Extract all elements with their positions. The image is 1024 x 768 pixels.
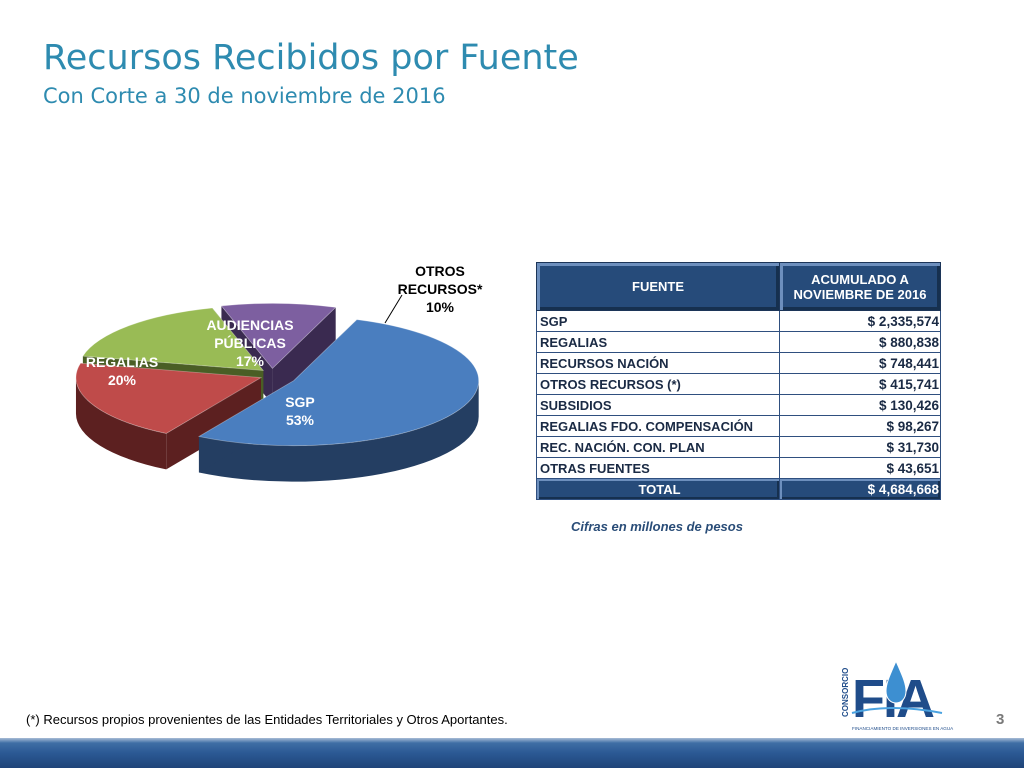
pie-slice-label: AUDIENCIAS PÚBLICAS 17% (206, 317, 293, 369)
row-amount: $ 43,651 (779, 457, 941, 479)
pie-slice-percent: 53% (286, 412, 315, 428)
pie-slice (82, 307, 265, 371)
table-row: OTRAS FUENTES $ 43,651 (536, 457, 941, 479)
row-amount: $ 748,441 (779, 352, 941, 374)
table-row: OTROS RECURSOS (*) $ 415,741 (536, 373, 941, 395)
table-row: REGALIAS $ 880,838 (536, 331, 941, 353)
pie-slice-wall (198, 380, 479, 482)
pie-slice (197, 319, 480, 447)
row-source: SGP (536, 310, 780, 332)
header-fuente: FUENTE (536, 262, 780, 311)
row-source: OTROS RECURSOS (*) (536, 373, 780, 395)
pie-slice-name: RECURSOS* (398, 281, 483, 297)
header-acumulado-line1: ACUMULADO A (811, 271, 909, 287)
table-row: SGP $ 2,335,574 (536, 310, 941, 332)
total-amount: $ 4,684,668 (779, 478, 941, 500)
row-amount: $ 98,267 (779, 415, 941, 437)
pie-slice-name: PÚBLICAS (214, 334, 286, 351)
row-source: REC. NACIÓN. CON. PLAN (536, 436, 780, 458)
pie-slice-group (75, 362, 263, 470)
pie-slice-side (272, 307, 336, 405)
footnote: (*) Recursos propios provenientes de las… (26, 712, 508, 727)
page-number: 3 (996, 711, 1005, 728)
sources-table: FUENTE ACUMULADO A NOVIEMBRE DE 2016 SGP… (536, 262, 941, 500)
bottom-bar (0, 738, 1024, 768)
table-body: SGP $ 2,335,574 REGALIAS $ 880,838 RECURSOS … (536, 310, 941, 500)
table-row: RECURSOS NACIÓN $ 748,441 (536, 352, 941, 374)
logo-wave-icon (851, 707, 943, 714)
logo-tagline: FINANCIAMIENTO DE INVERSIONES EN AGUA (852, 726, 954, 731)
header-acumulado-line2: NOVIEMBRE DE 2016 (793, 286, 927, 302)
pie-slice (75, 362, 263, 434)
table-header-row: FUENTE ACUMULADO A NOVIEMBRE DE 2016 (536, 262, 941, 311)
table-row: REC. NACIÓN. CON. PLAN $ 31,730 (536, 436, 941, 458)
table-row: REGALIAS FDO. COMPENSACIÓN $ 98,267 (536, 415, 941, 437)
row-source: REGALIAS FDO. COMPENSACIÓN (536, 415, 780, 437)
pie-slice-name: OTROS (415, 263, 465, 279)
pie-slice-name: AUDIENCIAS (206, 317, 293, 333)
table-note: Cifras en millones de pesos (571, 519, 743, 534)
row-amount: $ 880,838 (779, 331, 941, 353)
row-source: SUBSIDIOS (536, 394, 780, 416)
pie-slice-name: REGALIAS (86, 354, 158, 370)
logo-vertical-text: CONSORCIO (841, 668, 850, 717)
pie-chart: SGP 53% REGALIAS 20% AUDIENCIAS PÚBLICAS 17% OT… (75, 263, 483, 482)
pie-slice-group (197, 319, 480, 482)
pie-slice-label: OTROS RECURSOS* 10% (398, 263, 483, 315)
fia-logo: CONSORCIO FIA FINANCIAMIENTO DE INVERSIO… (841, 659, 954, 731)
slide-subtitle: Con Corte a 30 de noviembre de 2016 (43, 84, 446, 108)
pie-slice (220, 303, 337, 369)
pie-slice-wall (75, 377, 167, 470)
row-amount: $ 130,426 (779, 394, 941, 416)
pie-leader-line (384, 294, 403, 324)
table-row: SUBSIDIOS $ 130,426 (536, 394, 941, 416)
pie-slice-percent: 17% (236, 353, 265, 369)
pie-slice-percent: 20% (108, 372, 137, 388)
total-label: TOTAL (536, 478, 780, 500)
slide-title: Recursos Recibidos por Fuente (43, 38, 579, 78)
total-row: TOTAL $ 4,684,668 (536, 478, 941, 500)
row-amount: $ 2,335,574 (779, 310, 941, 332)
pie-slice-label: SGP 53% (285, 394, 315, 428)
pie-slice-percent: 10% (426, 299, 455, 315)
pie-slice-name: SGP (285, 394, 315, 410)
logo-drop-icon (885, 659, 907, 704)
row-amount: $ 415,741 (779, 373, 941, 395)
pie-slice-label: REGALIAS 20% (86, 354, 158, 388)
row-amount: $ 31,730 (779, 436, 941, 458)
row-source: OTRAS FUENTES (536, 457, 780, 479)
row-source: REGALIAS (536, 331, 780, 353)
header-acumulado: ACUMULADO A NOVIEMBRE DE 2016 (779, 262, 941, 311)
row-source: RECURSOS NACIÓN (536, 352, 780, 374)
